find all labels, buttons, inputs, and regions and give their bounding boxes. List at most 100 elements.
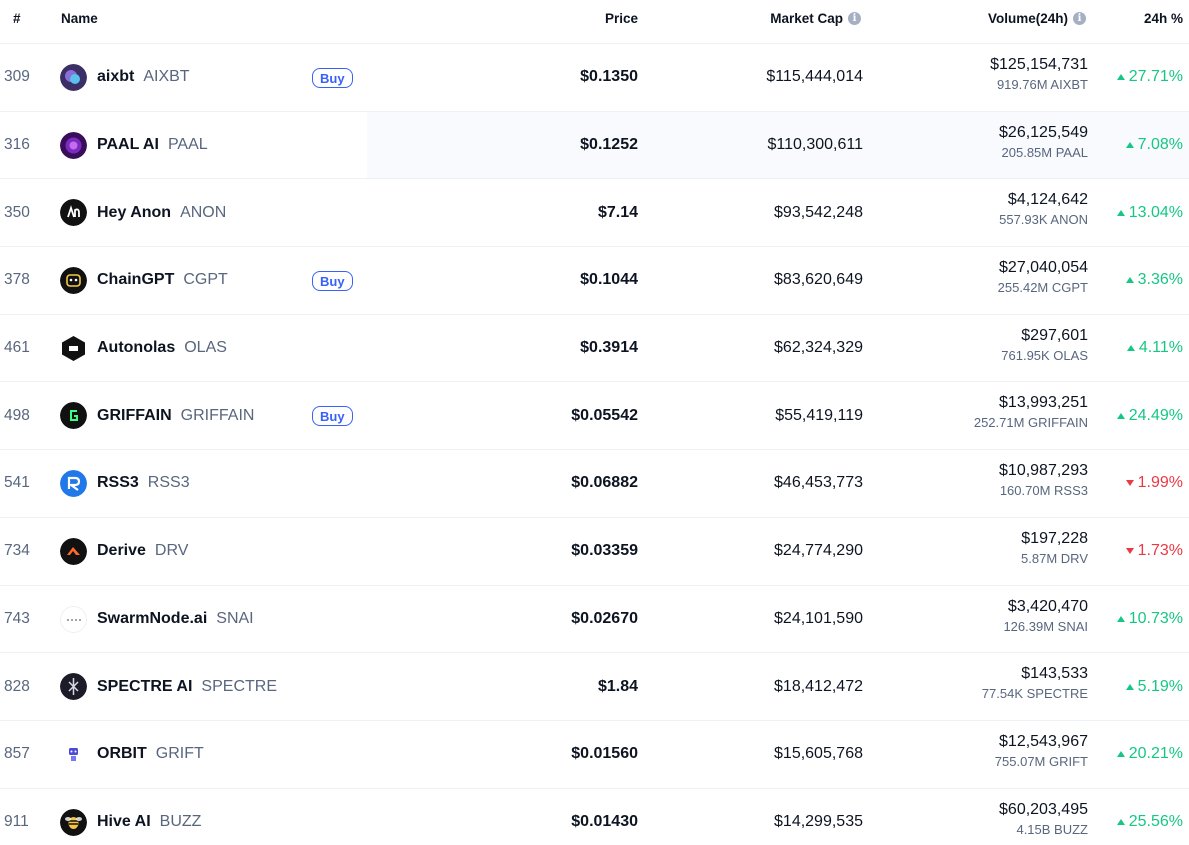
change-value: 3.36% <box>1137 271 1183 289</box>
coin-name[interactable]: ORBIT <box>97 745 147 763</box>
volume-usd[interactable]: $26,125,549 <box>999 123 1088 141</box>
coin-name-cell[interactable]: Hey Anon ANON <box>97 179 226 246</box>
coin-name[interactable]: Autonolas <box>97 339 176 357</box>
market-cap-cell: $62,324,329 <box>774 339 863 357</box>
volume-cell: $10,987,293 160.70M RSS3 <box>999 460 1088 500</box>
volume-usd[interactable]: $60,203,495 <box>999 800 1088 818</box>
table-header: # Name Price Market Cap i Volume(24h) i 24… <box>0 0 1189 44</box>
header-name[interactable]: Name <box>61 11 98 26</box>
caret-up-icon <box>1125 142 1134 149</box>
volume-coin: 77.54K SPECTRE <box>981 686 1088 702</box>
coin-name-cell[interactable]: Derive DRV <box>97 518 188 585</box>
volume-usd[interactable]: $10,987,293 <box>999 462 1088 480</box>
table-row[interactable]: 350 Hey Anon ANON $7.14 $93,542,248 $4,1… <box>0 179 1189 248</box>
hive-logo-icon <box>60 808 87 836</box>
table-row[interactable]: 378 ChainGPT CGPT Buy $0.1044 $83,620,64… <box>0 247 1189 315</box>
coin-name[interactable]: Hey Anon <box>97 203 172 221</box>
volume-usd[interactable]: $197,228 <box>1021 529 1088 547</box>
coin-name[interactable]: RSS3 <box>97 474 139 492</box>
coin-name-cell[interactable]: SPECTRE AI SPECTRE <box>97 653 277 720</box>
table-row[interactable]: 828 SPECTRE AI SPECTRE $1.84 $18,412,472… <box>0 653 1189 721</box>
volume-usd[interactable]: $12,543,967 <box>999 732 1088 750</box>
header-rank[interactable]: # <box>13 11 21 26</box>
caret-down-icon <box>1125 548 1134 555</box>
table-row[interactable]: 461 Autonolas OLAS $0.3914 $62,324,329 $… <box>0 315 1189 383</box>
volume-usd[interactable]: $27,040,054 <box>999 259 1088 277</box>
header-volume-label: Volume(24h) <box>987 11 1068 26</box>
change-cell: 1.73% <box>1125 518 1183 585</box>
coin-name[interactable]: Derive <box>97 542 146 560</box>
header-name-label: Name <box>61 11 98 26</box>
griffain-logo-icon <box>60 402 87 430</box>
header-change[interactable]: 24h % <box>1144 11 1183 26</box>
caret-down-icon <box>1125 480 1134 487</box>
coin-symbol: PAAL <box>167 136 208 154</box>
coin-name-cell[interactable]: GRIFFAIN GRIFFAIN <box>97 382 254 449</box>
coin-name[interactable]: aixbt <box>97 68 135 86</box>
rank-cell: 498 <box>4 406 30 424</box>
coin-symbol: BUZZ <box>159 812 202 830</box>
header-market-cap-label: Market Cap <box>770 11 843 26</box>
price-cell: $0.05542 <box>571 406 638 424</box>
change-cell: 10.73% <box>1116 586 1183 653</box>
volume-coin: 160.70M RSS3 <box>999 483 1088 499</box>
coin-name[interactable]: ChainGPT <box>97 271 175 289</box>
coin-name[interactable]: SwarmNode.ai <box>97 609 208 627</box>
coin-name-cell[interactable]: ORBIT GRIFT <box>97 721 204 788</box>
buy-button[interactable]: Buy <box>312 406 353 427</box>
header-price[interactable]: Price <box>605 11 638 26</box>
table-row[interactable]: 309 aixbt AIXBT Buy $0.1350 $115,444,014… <box>0 44 1189 112</box>
price-cell: $0.3914 <box>580 339 638 357</box>
volume-usd[interactable]: $3,420,470 <box>1007 597 1088 615</box>
coin-name[interactable]: SPECTRE AI <box>97 677 193 695</box>
info-icon[interactable]: i <box>1073 12 1086 25</box>
coin-symbol: RSS3 <box>147 474 190 492</box>
volume-coin: 126.39M SNAI <box>1003 618 1088 634</box>
buy-button[interactable]: Buy <box>312 271 353 292</box>
buy-button[interactable]: Buy <box>312 68 353 88</box>
coin-name-cell[interactable]: aixbt AIXBT <box>97 44 190 111</box>
info-icon[interactable]: i <box>848 12 861 25</box>
price-cell: $0.03359 <box>571 542 638 560</box>
change-value: 1.99% <box>1137 474 1183 492</box>
table-row[interactable]: 743 SwarmNode.ai SNAI $0.02670 $24,101,5… <box>0 586 1189 654</box>
rank-cell: 857 <box>4 745 30 763</box>
coin-symbol: GRIFT <box>155 745 204 763</box>
table-row[interactable]: 734 Derive DRV $0.03359 $24,774,290 $197… <box>0 518 1189 586</box>
volume-usd[interactable]: $13,993,251 <box>999 394 1088 412</box>
coin-name-cell[interactable]: SwarmNode.ai SNAI <box>97 586 254 653</box>
header-volume[interactable]: Volume(24h) i <box>988 11 1086 26</box>
volume-cell: $125,154,731 919.76M AIXBT <box>990 54 1088 94</box>
coin-name[interactable]: GRIFFAIN <box>97 406 172 424</box>
rank-cell: 309 <box>4 68 30 86</box>
coin-name-cell[interactable]: ChainGPT CGPT <box>97 247 228 314</box>
table-row[interactable]: 541 RSS3 RSS3 $0.06882 $46,453,773 $10,9… <box>0 450 1189 518</box>
volume-cell: $3,420,470 126.39M SNAI <box>1003 596 1088 636</box>
table-row[interactable]: 911 Hive AI BUZZ $0.01430 $14,299,535 $6… <box>0 789 1189 845</box>
volume-cell: $197,228 5.87M DRV <box>1021 528 1088 568</box>
change-value: 1.73% <box>1137 542 1183 560</box>
volume-usd[interactable]: $4,124,642 <box>1007 191 1088 209</box>
coin-name[interactable]: Hive AI <box>97 812 151 830</box>
table-row[interactable]: 857 ORBIT GRIFT $0.01560 $15,605,768 $12… <box>0 721 1189 789</box>
coin-name-cell[interactable]: RSS3 RSS3 <box>97 450 190 517</box>
coin-name-cell[interactable]: Autonolas OLAS <box>97 315 227 382</box>
caret-up-icon <box>1116 751 1125 758</box>
table-row[interactable]: 316 PAAL AI PAAL $0.1252 $110,300,611 $2… <box>0 111 1189 180</box>
coin-name-cell[interactable]: PAAL AI PAAL <box>97 112 208 179</box>
volume-usd[interactable]: $143,533 <box>1021 665 1088 683</box>
table-row[interactable]: 498 GRIFFAIN GRIFFAIN Buy $0.05542 $55,4… <box>0 382 1189 451</box>
price-cell: $1.84 <box>597 677 638 695</box>
volume-usd[interactable]: $297,601 <box>1021 326 1088 344</box>
coin-name[interactable]: PAAL AI <box>97 136 159 154</box>
price-cell: $0.06882 <box>571 474 638 492</box>
change-cell: 25.56% <box>1116 789 1183 845</box>
change-value: 25.56% <box>1128 812 1183 830</box>
header-market-cap[interactable]: Market Cap i <box>770 11 861 26</box>
coin-symbol: AIXBT <box>143 68 190 86</box>
change-cell: 4.11% <box>1126 315 1183 382</box>
coin-name-cell[interactable]: Hive AI BUZZ <box>97 789 201 845</box>
caret-up-icon <box>1116 209 1125 216</box>
volume-usd[interactable]: $125,154,731 <box>990 56 1088 73</box>
